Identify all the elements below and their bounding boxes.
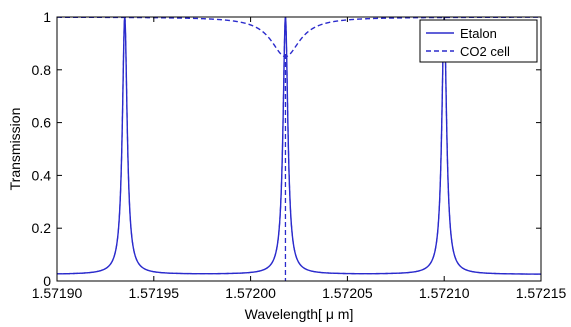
x-tick-label: 1.57190 bbox=[32, 285, 83, 301]
y-axis-label: Transmission bbox=[7, 108, 23, 191]
x-tick-label: 1.57210 bbox=[419, 285, 470, 301]
y-tick-label: 0.2 bbox=[32, 220, 52, 236]
x-axis-label: Wavelength[ μ m] bbox=[245, 306, 354, 322]
legend-label-co2-cell: CO2 cell bbox=[460, 44, 510, 59]
series-line-co2-cell-filtered bbox=[57, 16, 541, 275]
y-tick-label: 0.4 bbox=[32, 167, 52, 183]
legend-label-etalon: Etalon bbox=[460, 26, 497, 41]
legend: Etalon CO2 cell bbox=[419, 19, 538, 63]
x-tick-label: 1.57215 bbox=[516, 285, 567, 301]
axis-ticks: 1.57190 1.57195 1.57200 1.57205 1.57210 1.572… bbox=[32, 9, 567, 301]
series-line-co2-cell bbox=[57, 16, 541, 58]
plot-area bbox=[57, 16, 541, 281]
x-tick-label: 1.57195 bbox=[128, 285, 179, 301]
y-tick-label: 0 bbox=[43, 273, 51, 289]
legend-box bbox=[419, 19, 538, 63]
x-tick-label: 1.57200 bbox=[225, 285, 276, 301]
y-tick-label: 0.6 bbox=[32, 115, 52, 131]
x-tick-label: 1.57205 bbox=[322, 285, 373, 301]
y-tick-label: 1 bbox=[43, 9, 51, 25]
y-tick-label: 0.8 bbox=[32, 62, 52, 78]
axes-frame bbox=[56, 16, 542, 282]
